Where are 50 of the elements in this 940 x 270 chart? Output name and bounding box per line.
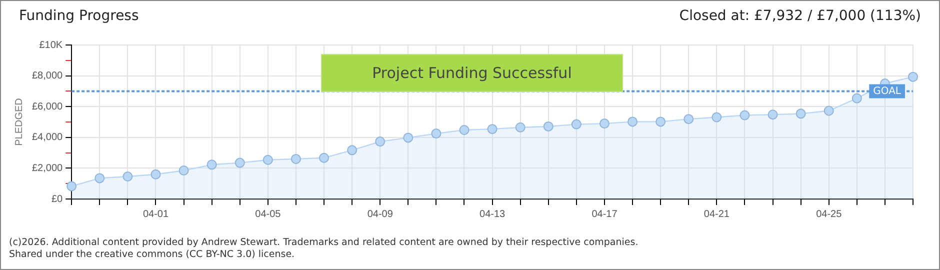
point [122, 172, 133, 182]
point [824, 106, 834, 116]
point [459, 125, 470, 136]
point [852, 93, 862, 104]
point [375, 136, 386, 147]
x-tick-label: 04-05 [255, 208, 282, 220]
point [487, 124, 498, 134]
point [206, 160, 217, 170]
point [66, 181, 77, 192]
y-axis-title: PLEDGED [14, 98, 25, 146]
text: (c)2026. Additional content provided by Andrew Stewart. Trademarks and related content are owned by their respective companies. [9, 237, 638, 248]
y-tick-label: £2,000 [32, 162, 64, 174]
point [628, 116, 638, 127]
point [684, 114, 694, 124]
point [543, 121, 554, 132]
y-tick-label: £4,000 [32, 132, 64, 144]
y-tick-label: £6,000 [32, 101, 64, 112]
point [150, 169, 161, 180]
chart-title: Funding Progress [19, 8, 139, 24]
ref-line-label: GOAL [873, 86, 902, 97]
point [908, 72, 918, 82]
point [403, 132, 414, 143]
point [262, 154, 273, 165]
x-tick-label: 04-21 [704, 208, 730, 220]
text: Shared under the creative commons (CC BY-NC 3.0) license. [9, 249, 295, 260]
point [599, 118, 610, 129]
point [656, 116, 666, 127]
point [319, 152, 330, 163]
success-banner: Project Funding Successful [321, 54, 623, 92]
point [796, 108, 806, 119]
point [178, 166, 189, 176]
point [571, 119, 582, 130]
x-tick-label: 04-25 [816, 208, 842, 220]
x-tick-label: 04-01 [142, 208, 169, 220]
point [290, 154, 301, 164]
point [712, 112, 722, 122]
x-tick-label: 04-13 [480, 208, 506, 220]
point [234, 158, 245, 168]
y-tick-label: £0 [51, 194, 64, 205]
point [347, 145, 358, 156]
x-tick-label: 04-17 [592, 208, 618, 220]
point [740, 110, 750, 120]
point [768, 110, 778, 120]
chart-subtitle: Closed at: £7,932 / £7,000 (113%) [679, 8, 921, 24]
point [431, 128, 442, 139]
y-tick-label: £8,000 [32, 70, 64, 82]
point [94, 173, 105, 184]
point [515, 122, 526, 132]
y-tick-label: £10K [39, 40, 63, 51]
x-tick-label: 04-09 [367, 208, 394, 220]
